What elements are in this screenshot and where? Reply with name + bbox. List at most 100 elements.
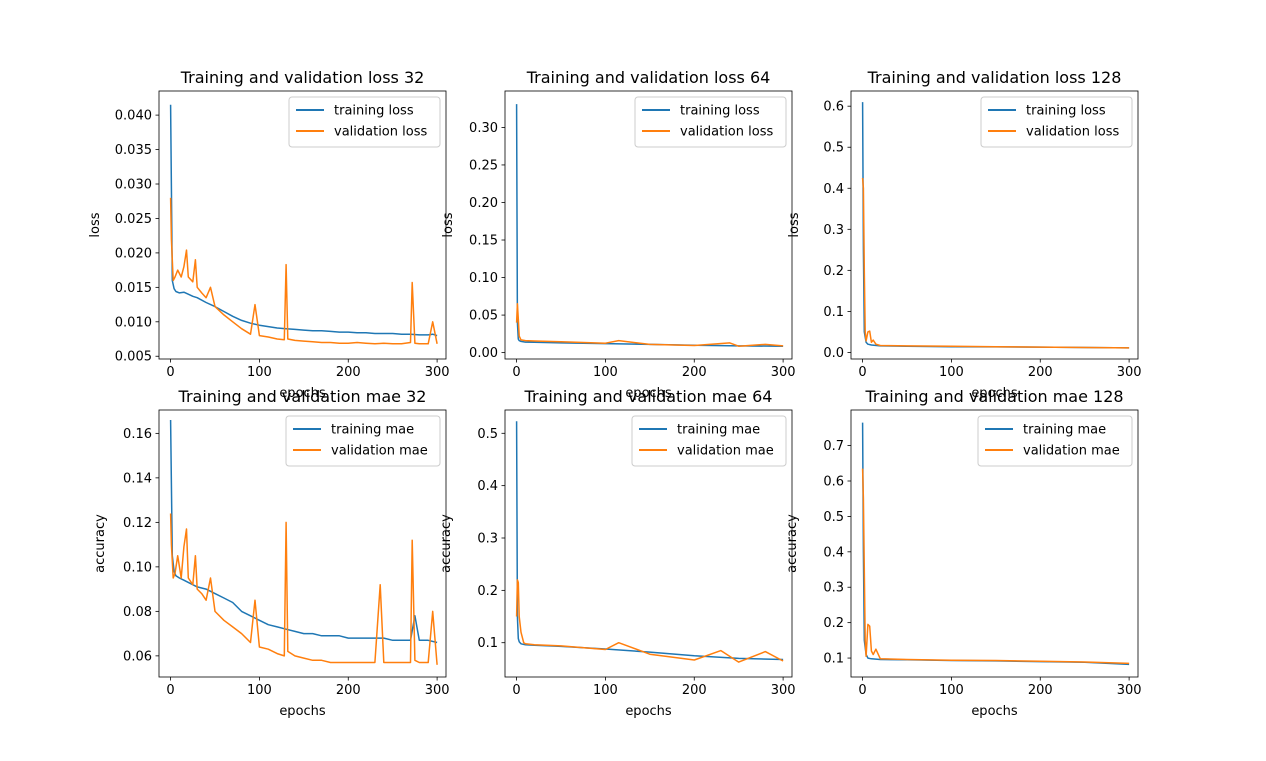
y-tick-label: 0.010 bbox=[115, 315, 152, 330]
legend-box bbox=[980, 96, 1133, 148]
subplot-1: 0 100 200 300 0.005 0.010 0.015 0.020 0.025 0.030… bbox=[88, 68, 450, 401]
x-tick-label: 100 bbox=[247, 365, 272, 380]
x-tick-label: 0 bbox=[166, 683, 174, 698]
legend-entry: validation mae bbox=[331, 444, 428, 459]
x-axis-label: epochs bbox=[971, 704, 1018, 719]
y-tick-label: 0.2 bbox=[823, 616, 844, 631]
legend: training mae validation mae bbox=[285, 415, 441, 467]
x-tick-label: 300 bbox=[771, 683, 796, 698]
y-axis-label: loss bbox=[441, 212, 456, 237]
legend-entry: validation loss bbox=[1026, 125, 1119, 140]
legend-box bbox=[288, 96, 441, 148]
x-tick-label: 100 bbox=[939, 683, 964, 698]
legend-entry: training mae bbox=[677, 423, 760, 438]
y-tick-label: 0.015 bbox=[115, 281, 152, 296]
legend-entry: validation mae bbox=[1023, 444, 1120, 459]
y-axis-label: loss bbox=[787, 212, 802, 237]
y-tick-label: 0.20 bbox=[469, 196, 498, 211]
y-tick-label: 0.00 bbox=[469, 346, 498, 361]
y-tick-label: 0.3 bbox=[823, 223, 844, 238]
y-tick-label: 0.1 bbox=[477, 636, 498, 651]
legend: training loss validation loss bbox=[980, 96, 1133, 148]
series-line-validation bbox=[515, 303, 784, 347]
x-tick-label: 300 bbox=[771, 365, 796, 380]
y-tick-label: 0.14 bbox=[123, 471, 152, 486]
axes-frame bbox=[504, 409, 793, 678]
y-tick-label: 0.005 bbox=[115, 350, 152, 365]
x-tick-label: 200 bbox=[1028, 365, 1053, 380]
x-tick-label: 300 bbox=[425, 365, 450, 380]
x-tick-label: 0 bbox=[512, 365, 520, 380]
x-tick-label: 0 bbox=[166, 365, 174, 380]
axes-frame bbox=[158, 409, 447, 678]
chart-title: Training and validation loss 64 bbox=[526, 68, 771, 87]
x-tick-label: 200 bbox=[1028, 683, 1053, 698]
y-tick-label: 0.025 bbox=[115, 212, 152, 227]
subplot-4: 0 100 200 300 0.06 0.08 0.10 0.12 0.14 0.16 Traini… bbox=[93, 387, 450, 719]
series-line-training bbox=[169, 104, 438, 337]
x-tick-label: 0 bbox=[858, 365, 866, 380]
axes-frame bbox=[850, 90, 1139, 360]
y-tick-label: 0.1 bbox=[823, 652, 844, 667]
y-tick-label: 0.5 bbox=[823, 510, 844, 525]
y-tick-label: 0.05 bbox=[469, 309, 498, 324]
y-tick-label: 0.020 bbox=[115, 246, 152, 261]
legend-entry: validation loss bbox=[334, 125, 427, 140]
subplot-3: 0 100 200 300 0.0 0.1 0.2 0.3 0.4 0.5 0.6 Training … bbox=[787, 68, 1142, 401]
y-tick-label: 0.10 bbox=[123, 560, 152, 575]
axes-frame bbox=[504, 90, 793, 360]
y-tick-label: 0.3 bbox=[823, 581, 844, 596]
y-tick-label: 0.16 bbox=[123, 427, 152, 442]
y-tick-label: 0.30 bbox=[469, 121, 498, 136]
x-tick-label: 200 bbox=[682, 683, 707, 698]
series-line-validation bbox=[169, 197, 438, 345]
x-tick-label: 300 bbox=[1117, 683, 1142, 698]
chart-title: Training and validation mae 128 bbox=[864, 387, 1123, 406]
series-line-validation bbox=[515, 579, 784, 663]
x-tick-label: 100 bbox=[247, 683, 272, 698]
x-tick-label: 100 bbox=[939, 365, 964, 380]
axes-frame bbox=[850, 409, 1139, 678]
x-axis-label: epochs bbox=[279, 704, 326, 719]
legend-entry: validation loss bbox=[680, 125, 773, 140]
legend-entry: training mae bbox=[331, 423, 414, 438]
x-axis-label: epochs bbox=[279, 386, 326, 401]
y-tick-label: 0.6 bbox=[823, 474, 844, 489]
x-axis-label: epochs bbox=[625, 704, 672, 719]
subplot-5: 0 100 200 300 0.1 0.2 0.3 0.4 0.5 Training and va… bbox=[439, 387, 796, 719]
series-line-training bbox=[169, 419, 438, 644]
x-tick-label: 0 bbox=[512, 683, 520, 698]
legend: training mae validation mae bbox=[631, 415, 787, 467]
y-axis-label: accuracy bbox=[785, 514, 800, 573]
x-axis-label: epochs bbox=[625, 386, 672, 401]
y-axis-label: accuracy bbox=[439, 514, 454, 573]
series-line-validation bbox=[861, 468, 1130, 665]
y-tick-label: 0.06 bbox=[123, 649, 152, 664]
x-tick-label: 300 bbox=[1117, 365, 1142, 380]
y-tick-label: 0.15 bbox=[469, 234, 498, 249]
legend-box bbox=[285, 415, 441, 467]
legend-box bbox=[631, 415, 787, 467]
y-tick-label: 0.5 bbox=[823, 141, 844, 156]
x-tick-label: 100 bbox=[593, 683, 618, 698]
x-tick-label: 200 bbox=[336, 683, 361, 698]
y-axis-label: accuracy bbox=[93, 514, 108, 573]
chart-title: Training and validation loss 128 bbox=[867, 68, 1122, 87]
y-tick-label: 0.3 bbox=[477, 532, 498, 547]
legend-entry: training loss bbox=[680, 104, 760, 119]
x-tick-label: 300 bbox=[425, 683, 450, 698]
y-tick-label: 0.0 bbox=[823, 346, 844, 361]
y-axis-label: loss bbox=[88, 212, 103, 237]
y-tick-label: 0.2 bbox=[823, 264, 844, 279]
subplot-2: 0 100 200 300 0.00 0.05 0.10 0.15 0.20 0.25 0.30 Tr… bbox=[441, 68, 796, 401]
y-tick-label: 0.030 bbox=[115, 178, 152, 193]
subplot-6: 0 100 200 300 0.1 0.2 0.3 0.4 0.5 0.6 0.7 Training … bbox=[785, 387, 1142, 719]
x-axis-label: epochs bbox=[971, 386, 1018, 401]
x-tick-label: 200 bbox=[682, 365, 707, 380]
y-tick-label: 0.12 bbox=[123, 516, 152, 531]
legend-box bbox=[977, 415, 1133, 467]
chart-title: Training and validation mae 32 bbox=[178, 387, 427, 406]
legend-entry: training loss bbox=[334, 104, 414, 119]
y-tick-label: 0.2 bbox=[477, 584, 498, 599]
legend: training mae validation mae bbox=[977, 415, 1133, 467]
